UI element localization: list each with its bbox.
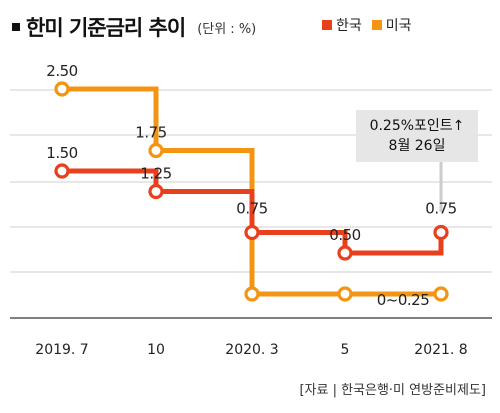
- data-label-korea-1: 1.25: [140, 165, 171, 183]
- data-label-korea-2: 0.75: [236, 200, 267, 218]
- x-tick-label-0: 2019. 7: [35, 342, 88, 358]
- data-label-korea-4: 0.75: [425, 200, 456, 218]
- data-label-korea-3: 0.50: [329, 226, 360, 244]
- data-point-korea-1: [148, 183, 164, 200]
- annotation-box: 0.25%포인트↑ 8월 26일: [356, 110, 478, 162]
- data-point-us-2: [244, 286, 260, 302]
- annotation-line-1: 0.25%포인트↑: [369, 118, 465, 134]
- legend-swatch-korea: [322, 20, 332, 30]
- x-tick-label-4: 2021. 8: [414, 342, 467, 358]
- data-point-korea-3: [337, 245, 353, 261]
- data-point-korea-4: [433, 224, 449, 241]
- data-label-us-1: 1.75: [135, 124, 166, 142]
- data-point-us-4: [433, 286, 449, 302]
- legend-label-korea: 한국: [336, 18, 362, 34]
- legend-swatch-us: [371, 20, 382, 30]
- data-label-us-0: 2.50: [46, 62, 77, 80]
- x-tick-label-2: 2020. 3: [225, 342, 278, 358]
- x-tick-label-3: 5: [341, 342, 350, 358]
- chart-title: 한미 기준금리 추이: [26, 16, 186, 40]
- data-point-korea-2: [244, 224, 260, 241]
- unit-label: (단위 : %): [197, 21, 257, 37]
- legend-label-us: 미국: [385, 18, 412, 34]
- data-point-us-1: [148, 142, 164, 159]
- legend: 한국 미국: [322, 15, 422, 35]
- legend-item-us: 미국: [371, 15, 412, 35]
- data-label-korea-0: 1.50: [46, 144, 77, 162]
- title-square-marker: [12, 23, 20, 31]
- source-note: [자료 | 한국은행·미 연방준비제도]: [299, 383, 486, 398]
- annotation-line-2: 8월 26일: [388, 138, 446, 154]
- data-point-korea-0: [54, 163, 70, 179]
- chart-header: 한미 기준금리 추이 (단위 : %): [12, 11, 256, 43]
- data-point-us-0: [54, 81, 70, 97]
- data-point-us-3: [337, 286, 353, 302]
- data-label-us-4: 0~0.25: [377, 291, 430, 309]
- legend-item-korea: 한국: [322, 15, 362, 35]
- x-tick-label-1: 10: [147, 342, 165, 358]
